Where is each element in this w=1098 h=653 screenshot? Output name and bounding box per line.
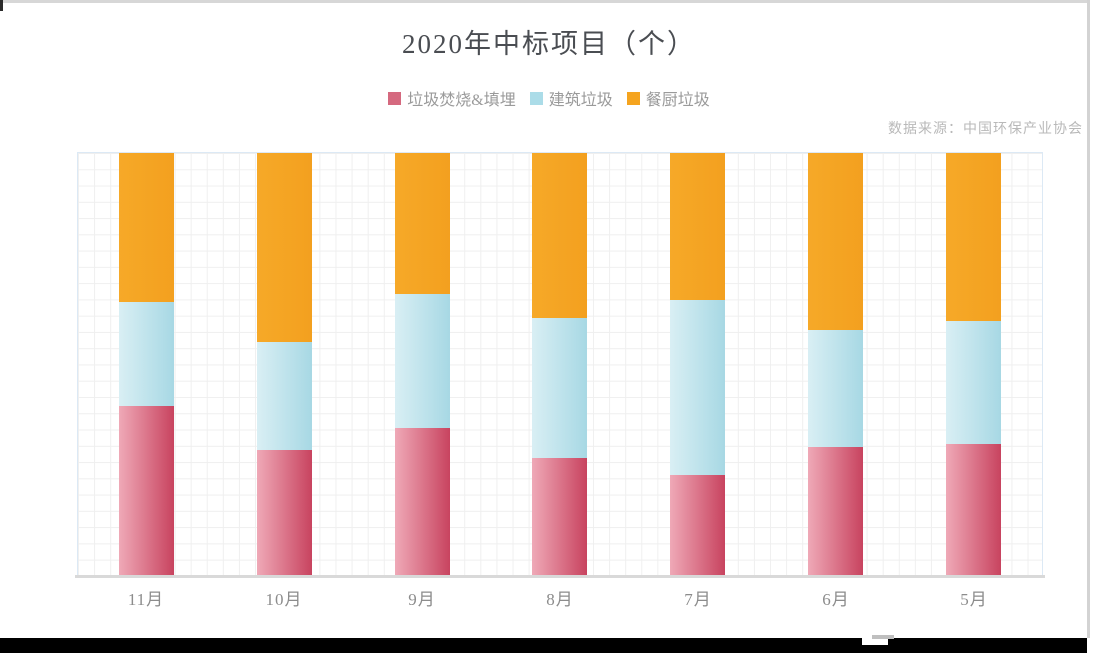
legend-label: 垃圾焚烧&填埋 <box>407 92 516 109</box>
bar-segment-建筑垃圾 <box>119 301 175 407</box>
bar-segment-垃圾焚烧&填埋 <box>394 428 450 575</box>
bar-segment-餐厨垃圾 <box>945 153 1001 322</box>
legend-item-incineration-landfill: 垃圾焚烧&填埋 <box>388 86 516 110</box>
bar-segment-垃圾焚烧&填埋 <box>532 458 588 575</box>
x-axis-label: 7月 <box>684 589 712 609</box>
x-axis-label: 10月 <box>265 589 303 609</box>
bar-segment-餐厨垃圾 <box>807 153 863 331</box>
bar-segment-建筑垃圾 <box>394 293 450 429</box>
bar-6月 <box>807 153 863 575</box>
bar-9月 <box>394 153 450 575</box>
bottom-handle <box>872 635 894 639</box>
bar-segment-餐厨垃圾 <box>670 153 726 300</box>
bar-segment-餐厨垃圾 <box>119 153 175 302</box>
source-note: 数据来源：中国环保产业协会 <box>888 122 1083 137</box>
x-axis-label: 9月 <box>408 589 436 609</box>
bar-8月 <box>532 153 588 575</box>
frame-top-border <box>0 0 1090 3</box>
bottom-notch <box>862 638 888 645</box>
bottom-black-bar <box>0 638 1087 653</box>
bar-11月 <box>119 153 175 575</box>
bar-segment-垃圾焚烧&填埋 <box>945 444 1001 575</box>
bar-7月 <box>670 153 726 575</box>
x-axis-labels: 11月 10月 9月 8月 7月 6月 5月 <box>77 584 1043 610</box>
bar-segment-垃圾焚烧&填埋 <box>119 406 175 575</box>
bar-10月 <box>257 153 313 575</box>
bar-segment-建筑垃圾 <box>807 330 863 448</box>
x-axis-line <box>75 575 1045 578</box>
bar-segment-垃圾焚烧&填埋 <box>807 447 863 575</box>
legend-item-construction-waste: 建筑垃圾 <box>529 86 613 110</box>
legend-label: 餐厨垃圾 <box>645 92 710 109</box>
legend-item-kitchen-waste: 餐厨垃圾 <box>626 86 710 110</box>
x-axis-label: 8月 <box>546 589 574 609</box>
legend-swatch <box>388 91 402 105</box>
x-axis-label: 6月 <box>822 589 850 609</box>
frame-corner-mark <box>0 0 3 11</box>
x-axis-label: 5月 <box>960 589 988 609</box>
chart-plot <box>77 152 1043 575</box>
x-axis-label: 11月 <box>127 589 165 609</box>
bar-segment-餐厨垃圾 <box>532 153 588 318</box>
legend: 垃圾焚烧&填埋 建筑垃圾 餐厨垃圾 <box>0 86 1098 110</box>
bar-segment-建筑垃圾 <box>945 321 1001 445</box>
legend-swatch <box>626 91 640 105</box>
legend-label: 建筑垃圾 <box>548 92 613 109</box>
bar-segment-餐厨垃圾 <box>257 153 313 343</box>
bar-segment-建筑垃圾 <box>670 299 726 475</box>
bar-segment-建筑垃圾 <box>257 342 313 451</box>
chart-title: 2020年中标项目（个） <box>402 29 696 59</box>
bar-segment-垃圾焚烧&填埋 <box>670 474 726 575</box>
frame-right-border <box>1087 0 1090 638</box>
bar-segment-建筑垃圾 <box>532 317 588 459</box>
bar-5月 <box>945 153 1001 575</box>
bar-segment-餐厨垃圾 <box>394 153 450 294</box>
bar-segment-垃圾焚烧&填埋 <box>257 450 313 575</box>
legend-swatch <box>529 91 543 105</box>
